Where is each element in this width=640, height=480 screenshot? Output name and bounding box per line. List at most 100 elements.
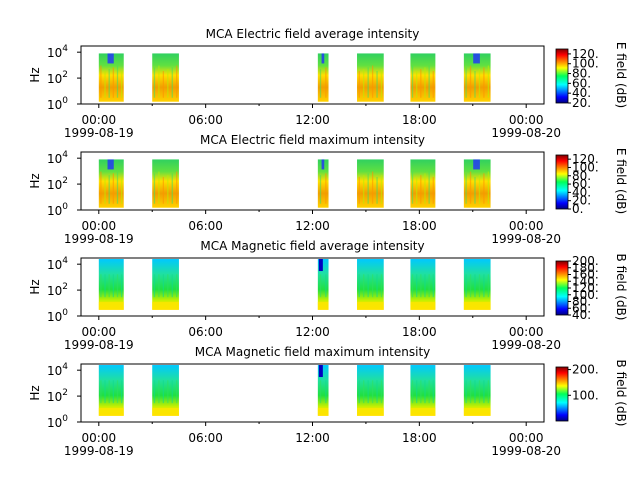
segment-high-band: [357, 301, 384, 310]
date-label-start: 1999-08-19: [64, 444, 134, 458]
y-tick-base: 10: [47, 416, 62, 430]
date-label-end: 1999-08-20: [491, 444, 561, 458]
y-tick-label: 100: [47, 96, 68, 112]
data-segment: [152, 53, 179, 102]
panel-4: MCA Magnetic field maximum intensity Hz 10…: [28, 345, 628, 458]
segment-high-band: [152, 407, 179, 416]
y-tick-label: 104: [47, 362, 68, 378]
colorbar: [555, 154, 569, 210]
segment-fill: [98, 259, 124, 310]
segment-fill: [463, 259, 491, 310]
y-tick-label: 104: [47, 150, 68, 166]
y-tick-base: 10: [47, 204, 62, 218]
colorbar-tick-label: 200.: [572, 254, 599, 268]
segment-fill: [410, 259, 436, 310]
data-segment: [317, 53, 329, 102]
segment-fill: [463, 365, 491, 416]
colorbar-tick-label: 80.: [572, 67, 591, 81]
x-tick-label: 00:00: [509, 113, 544, 127]
y-tick-exponent: 4: [62, 256, 68, 266]
y-tick-exponent: 4: [62, 44, 68, 54]
segment-low-patch: [321, 159, 325, 170]
y-tick-label: 104: [47, 256, 68, 272]
y-tick-base: 10: [47, 152, 62, 166]
data-segment: [463, 53, 491, 102]
data-segment: [317, 259, 329, 310]
data-segment: [98, 53, 124, 102]
colorbar-tick-label: 100.: [572, 57, 599, 71]
date-label-end: 1999-08-20: [491, 232, 561, 246]
y-tick-exponent: 0: [62, 202, 68, 212]
data-segment: [357, 365, 384, 416]
colorbar-tick-label: 20.: [572, 194, 591, 208]
segment-high-band: [317, 407, 329, 416]
segment-high-band: [317, 301, 329, 310]
y-axis-label: Hz: [28, 173, 42, 188]
panel-3: MCA Magnetic field average intensity Hz 10…: [28, 239, 628, 352]
y-tick-exponent: 0: [62, 414, 68, 424]
data-segment: [463, 365, 491, 416]
data-segment: [317, 365, 329, 416]
segment-fill: [410, 365, 436, 416]
data-segment: [463, 259, 491, 310]
segment-fill: [357, 259, 384, 310]
colorbar: [555, 48, 569, 104]
segment-fill: [410, 159, 436, 208]
colorbar-label: E field (dB): [614, 148, 628, 214]
segment-high-band: [98, 301, 124, 310]
y-tick-base: 10: [47, 72, 62, 86]
data-segment: [357, 259, 384, 310]
y-tick-base: 10: [47, 390, 62, 404]
data-segment: [357, 159, 384, 208]
segment-low-patch: [107, 53, 114, 64]
colorbar-tick-label: 20.: [572, 96, 591, 110]
y-tick-exponent: 0: [62, 96, 68, 106]
data-segment: [152, 259, 179, 310]
x-tick-label: 18:00: [402, 113, 437, 127]
colorbar-tick-label: 120.: [572, 152, 599, 166]
colorbar-tick-label: 40.: [572, 86, 591, 100]
colorbar-label: B field (dB): [614, 254, 628, 321]
y-axis-label: Hz: [28, 279, 42, 294]
y-tick-exponent: 2: [62, 282, 68, 292]
x-tick-label: 18:00: [402, 431, 437, 445]
segment-fill: [98, 365, 124, 416]
segment-fill: [317, 259, 329, 310]
y-axis-label: Hz: [28, 67, 42, 82]
colorbar-tick-label: 80.: [572, 169, 591, 183]
panel-title: MCA Electric field maximum intensity: [200, 133, 425, 147]
colorbar-tick-label: 0.: [572, 202, 583, 216]
x-tick-label: 00:00: [509, 325, 544, 339]
data-segment: [410, 259, 436, 310]
y-tick-label: 100: [47, 308, 68, 324]
segment-fill: [152, 159, 179, 208]
colorbar: [555, 260, 569, 316]
data-segment: [410, 53, 436, 102]
x-tick-label: 00:00: [82, 219, 117, 233]
y-tick-exponent: 2: [62, 70, 68, 80]
x-tick-label: 06:00: [188, 431, 223, 445]
panel-title: MCA Electric field average intensity: [206, 27, 420, 41]
data-segment: [463, 159, 491, 208]
x-tick-label: 00:00: [82, 325, 117, 339]
date-label-start: 1999-08-19: [64, 126, 134, 140]
y-tick-exponent: 4: [62, 150, 68, 160]
segment-high-band: [463, 301, 491, 310]
x-tick-label: 06:00: [188, 325, 223, 339]
segment-fill: [152, 53, 179, 102]
segment-fill: [357, 53, 384, 102]
segment-high-band: [98, 407, 124, 416]
panel-1: MCA Electric field average intensity Hz 10…: [28, 27, 628, 140]
segment-fill: [357, 365, 384, 416]
y-tick-label: 104: [47, 44, 68, 60]
segment-low-patch: [107, 159, 114, 170]
x-tick-label: 06:00: [188, 219, 223, 233]
segment-fill: [317, 159, 329, 208]
panel-title: MCA Magnetic field maximum intensity: [195, 345, 431, 359]
y-tick-label: 102: [47, 176, 68, 192]
y-tick-base: 10: [47, 98, 62, 112]
y-tick-label: 102: [47, 70, 68, 86]
segment-fill: [317, 365, 329, 416]
x-tick-label: 12:00: [295, 431, 330, 445]
segment-low-patch: [473, 53, 480, 64]
